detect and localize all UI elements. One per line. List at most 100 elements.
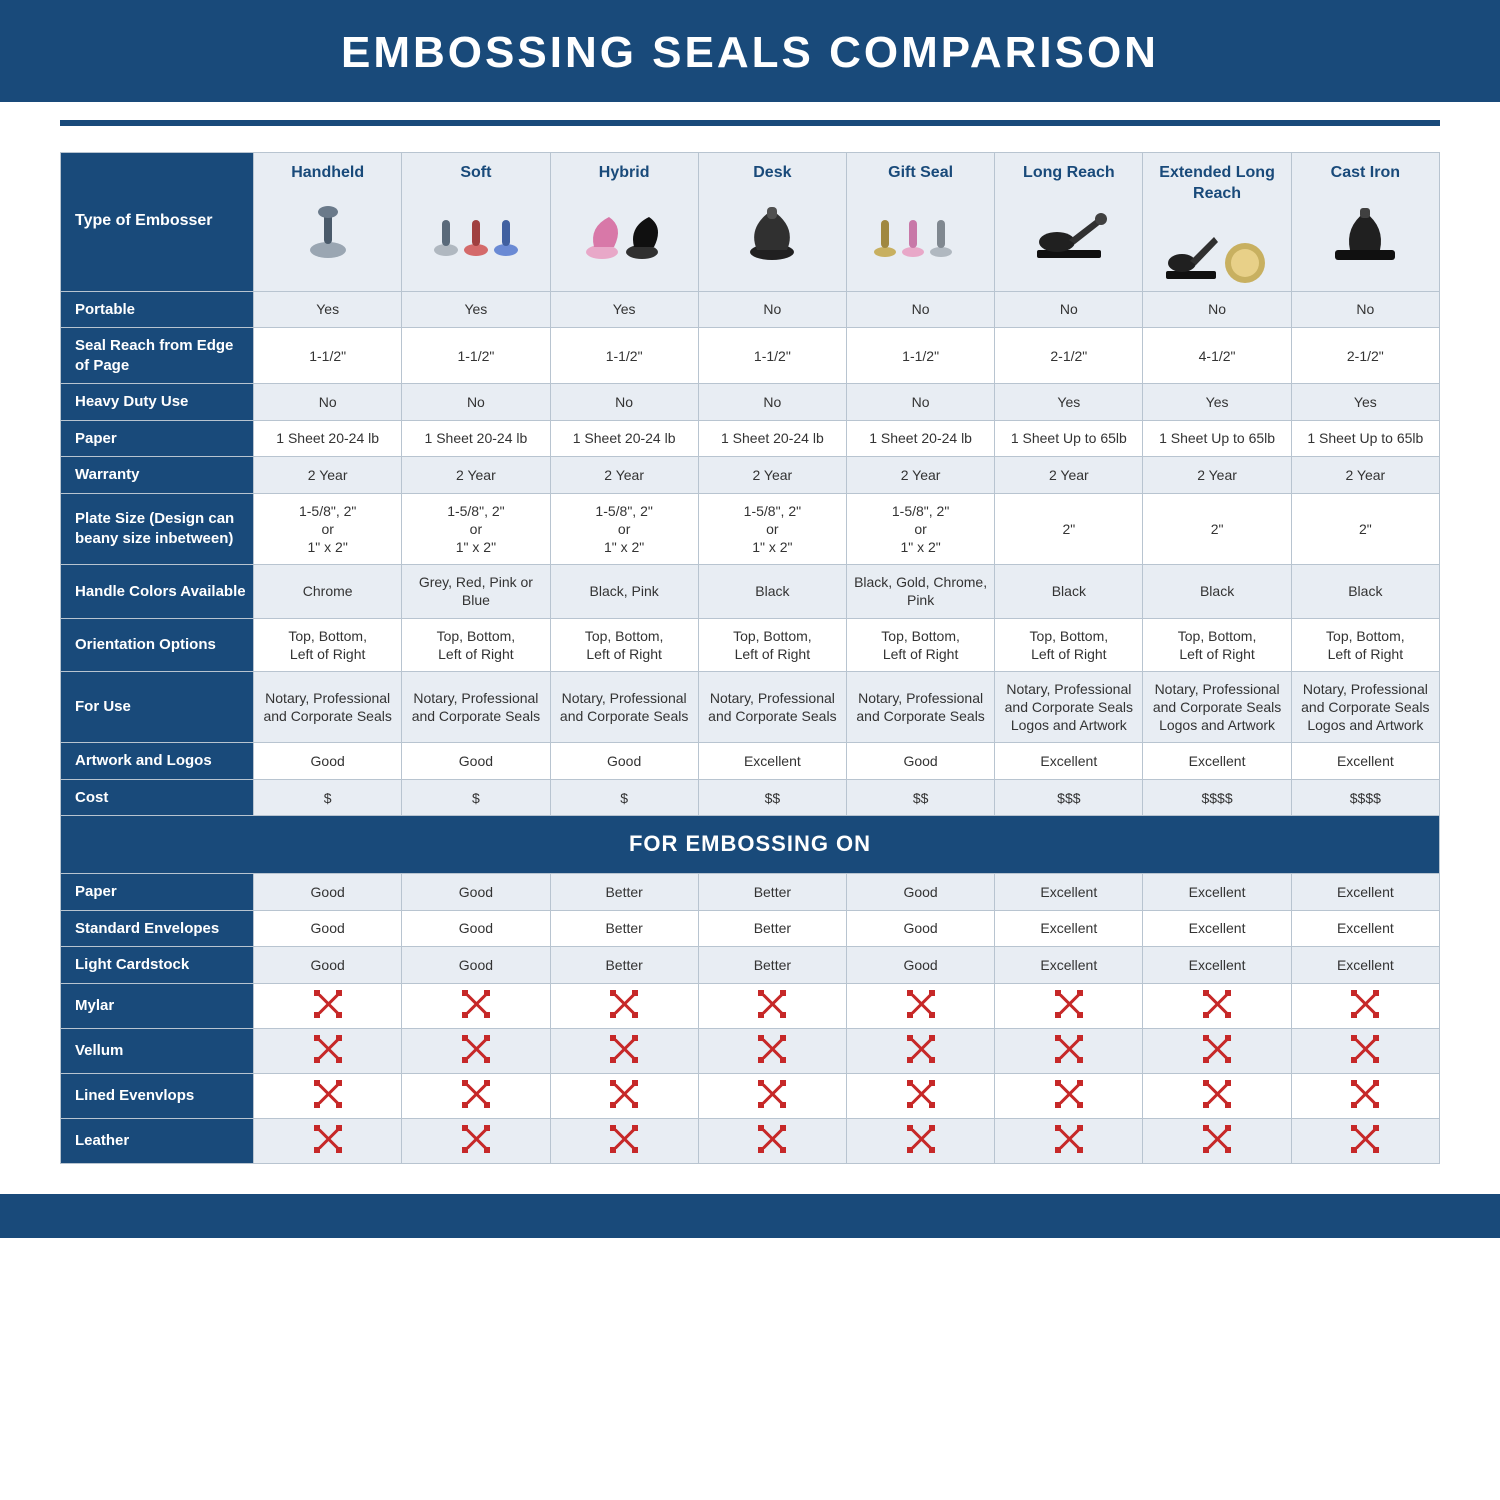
table-cell: Top, Bottom,Left of Right [698,618,846,671]
table-cell: Good [550,743,698,780]
table-cell: Notary, Professional and Corporate Seals [402,671,550,743]
table-cell [995,1073,1143,1118]
not-supported-icon [760,992,784,1016]
table-cell: 2 Year [402,457,550,494]
table-cell: Excellent [1143,743,1291,780]
embosser-icon [705,192,840,262]
column-header: Desk [698,153,846,292]
not-supported-icon [316,1127,340,1151]
not-supported-icon [760,1127,784,1151]
not-supported-icon [612,1127,636,1151]
table-cell: 2 Year [1143,457,1291,494]
not-supported-icon [1353,992,1377,1016]
table-cell: Black, Pink [550,565,698,618]
table-cell [995,1028,1143,1073]
column-header-label: Desk [705,163,840,184]
table-cell: 1 Sheet Up to 65lb [995,420,1143,457]
table-cell: Better [550,910,698,947]
table-cell [698,983,846,1028]
column-header-label: Soft [408,163,543,184]
table-cell [995,1119,1143,1164]
table-cell: Better [550,947,698,984]
table-cell: $$ [698,779,846,816]
table-cell [550,1073,698,1118]
table-cell: 2 Year [1291,457,1439,494]
table-cell: Good [846,743,994,780]
table-cell: No [402,384,550,421]
table-cell: Notary, Professional and Corporate Seals [698,671,846,743]
column-header: Gift Seal [846,153,994,292]
table-cell: Black [1291,565,1439,618]
table-cell: Good [846,947,994,984]
table-cell: 1 Sheet 20-24 lb [846,420,994,457]
not-supported-icon [1205,1127,1229,1151]
table-cell: Excellent [1291,910,1439,947]
table-cell: No [846,384,994,421]
table-cell: Excellent [1291,947,1439,984]
row-label: Paper [61,420,254,457]
table-cell: Yes [1291,384,1439,421]
not-supported-icon [1205,1082,1229,1106]
row-label: Plate Size (Design can beany size inbetw… [61,493,254,565]
table-cell: $$ [846,779,994,816]
comparison-table-wrap: Type of EmbosserHandheldSoftHybridDeskGi… [60,152,1440,1164]
not-supported-icon [1057,1082,1081,1106]
not-supported-icon [316,992,340,1016]
table-cell: Yes [995,384,1143,421]
table-cell: Excellent [1143,947,1291,984]
table-cell [1143,1119,1291,1164]
table-cell: $ [254,779,402,816]
table-cell: No [846,291,994,328]
table-cell: 1-5/8", 2"or1" x 2" [254,493,402,565]
table-cell: Better [550,874,698,911]
bottom-bar [0,1194,1500,1238]
table-cell: Notary, Professional and Corporate Seals [550,671,698,743]
column-header: Soft [402,153,550,292]
table-cell: No [1291,291,1439,328]
table-cell: 1-1/2" [254,328,402,384]
column-header: Long Reach [995,153,1143,292]
header-row-label: Type of Embosser [61,153,254,292]
table-cell: Good [254,874,402,911]
row-label: Vellum [61,1028,254,1073]
table-cell: 1 Sheet 20-24 lb [402,420,550,457]
table-cell: Better [698,947,846,984]
table-cell: Excellent [1291,874,1439,911]
table-cell: 1-5/8", 2"or1" x 2" [550,493,698,565]
row-label: Standard Envelopes [61,910,254,947]
embosser-icon [1001,192,1136,262]
row-label: Warranty [61,457,254,494]
table-cell: 1-1/2" [550,328,698,384]
table-cell: Yes [550,291,698,328]
row-label: Light Cardstock [61,947,254,984]
row-label: Artwork and Logos [61,743,254,780]
table-cell: Yes [1143,384,1291,421]
table-cell: Black, Gold, Chrome, Pink [846,565,994,618]
not-supported-icon [1057,1127,1081,1151]
table-cell [254,1028,402,1073]
table-cell [254,1073,402,1118]
row-label: Portable [61,291,254,328]
not-supported-icon [1057,992,1081,1016]
not-supported-icon [760,1037,784,1061]
table-cell: 1-1/2" [698,328,846,384]
table-cell: Notary, Professional and Corporate Seals [254,671,402,743]
row-label: Leather [61,1119,254,1164]
table-cell: Top, Bottom,Left of Right [402,618,550,671]
table-cell: 2 Year [846,457,994,494]
table-cell [1143,983,1291,1028]
row-label: Lined Evenvlops [61,1073,254,1118]
row-label: Mylar [61,983,254,1028]
row-label: Seal Reach from Edge of Page [61,328,254,384]
column-header-label: Extended Long Reach [1149,163,1284,205]
table-cell: Excellent [698,743,846,780]
row-label: Paper [61,874,254,911]
column-header-label: Gift Seal [853,163,988,184]
table-cell: 1-1/2" [846,328,994,384]
table-cell: Good [846,874,994,911]
table-cell: Top, Bottom,Left of Right [1291,618,1439,671]
table-cell: $ [550,779,698,816]
table-cell: Notary, Professional and Corporate Seals… [995,671,1143,743]
table-cell [254,1119,402,1164]
table-cell: No [1143,291,1291,328]
